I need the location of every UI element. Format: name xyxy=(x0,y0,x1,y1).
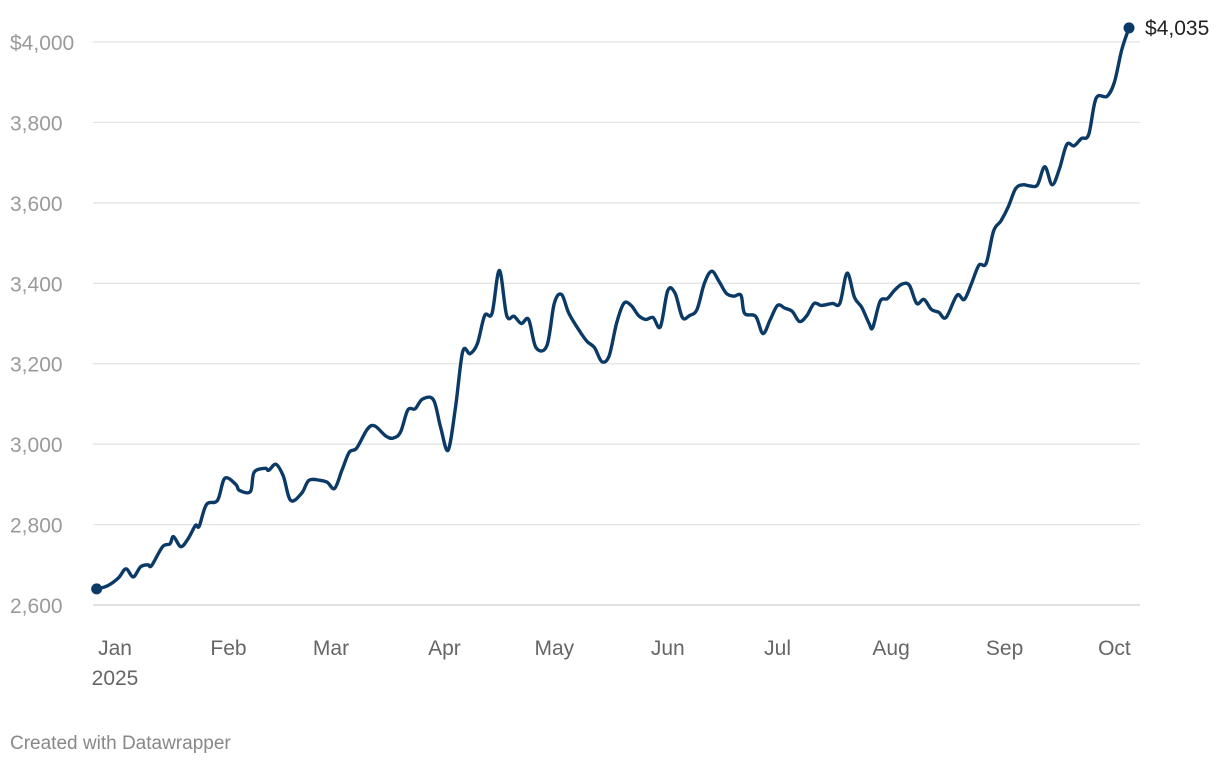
y-tick-label: 3,600 xyxy=(10,193,63,216)
y-tick-label: 3,200 xyxy=(10,354,63,377)
y-tick-label: $4,000 xyxy=(10,32,74,55)
x-tick-label: Feb xyxy=(210,637,246,660)
series-group: $4,035 xyxy=(91,17,1209,595)
y-tick-label: 3,800 xyxy=(10,112,63,135)
series-line xyxy=(95,26,1131,591)
x-tick-sublabel: 2025 xyxy=(92,667,139,690)
end-value-label: $4,035 xyxy=(1145,17,1209,40)
end-point-marker xyxy=(1123,22,1135,34)
x-tick-label: Aug xyxy=(872,637,909,660)
x-tick-label: Jul xyxy=(764,637,791,660)
x-tick-label: Oct xyxy=(1098,637,1131,660)
datawrapper-credit[interactable]: Created with Datawrapper xyxy=(10,733,231,754)
y-tick-label: 3,400 xyxy=(10,273,63,296)
x-tick-label: Sep xyxy=(986,637,1023,660)
y-tick-label: 3,000 xyxy=(10,434,63,457)
x-tick-label: Jun xyxy=(651,637,685,660)
x-tick-label: Jan xyxy=(98,637,132,660)
y-tick-label: 2,600 xyxy=(10,595,63,618)
y-tick-label: 2,800 xyxy=(10,515,63,538)
x-tick-label: Mar xyxy=(313,637,349,660)
x-tick-label: Apr xyxy=(428,637,461,660)
x-tick-label: May xyxy=(534,637,574,660)
y-gridlines xyxy=(93,41,1140,606)
x-axis-labels: Jan 2025 Feb Mar Apr May Jun Jul Aug Sep Oct xyxy=(92,637,1131,690)
start-point-marker xyxy=(91,583,103,595)
y-axis-labels: $4,000 3,800 3,600 3,400 3,200 3,000 2,800 2,60… xyxy=(10,32,74,618)
